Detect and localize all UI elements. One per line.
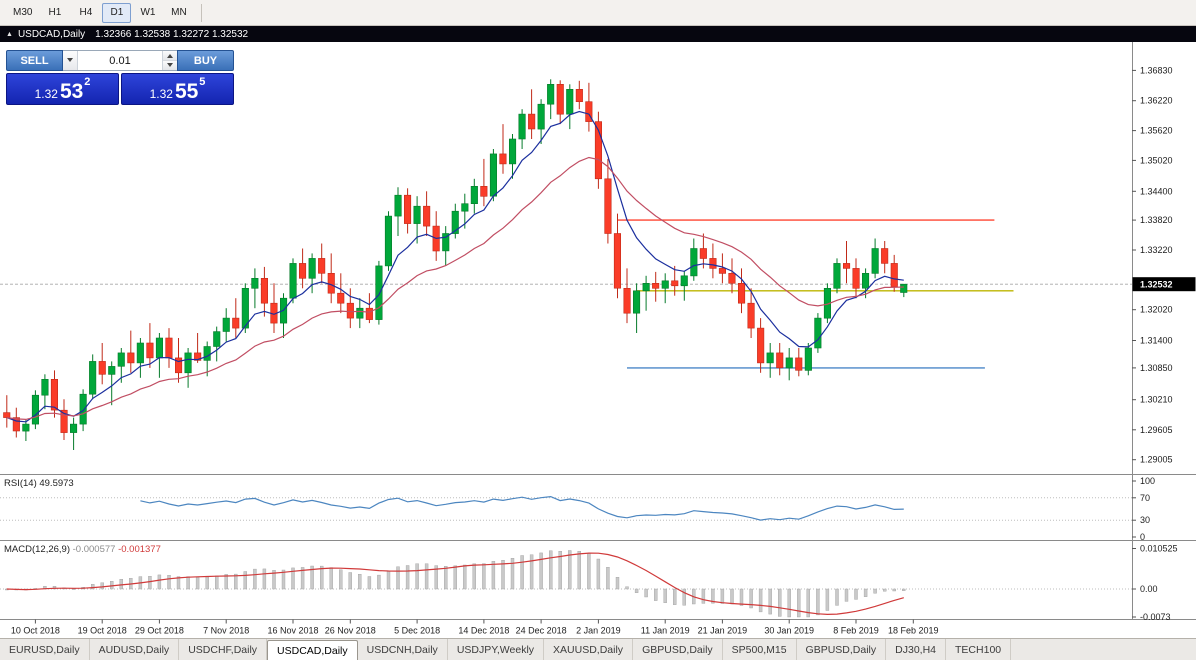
toolbar-separator <box>201 3 203 22</box>
tab-usdjpy-weekly[interactable]: USDJPY,Weekly <box>448 639 545 660</box>
sell-price-figure: 1.32 <box>34 87 58 101</box>
chart-titlebar[interactable]: ▲ USDCAD,Daily 1.32366 1.32538 1.32272 1… <box>0 26 1196 42</box>
volume-input[interactable] <box>78 51 162 70</box>
svg-text:1.34400: 1.34400 <box>1140 186 1173 196</box>
rsi-line <box>140 495 904 521</box>
caret-down-icon <box>67 58 73 65</box>
svg-text:7 Nov 2018: 7 Nov 2018 <box>203 626 249 636</box>
svg-text:1.29605: 1.29605 <box>1140 425 1173 435</box>
candlestick-chart[interactable]: 1.36830 1.36220 1.35620 1.35020 1.34400 1.338… <box>0 42 1196 638</box>
svg-text:29 Oct 2018: 29 Oct 2018 <box>135 626 184 636</box>
chart-tabs: EURUSD,Daily AUDUSD,Daily USDCHF,Daily USDC… <box>0 638 1196 660</box>
svg-text:-0.0073: -0.0073 <box>1140 612 1171 622</box>
volume-up-button[interactable] <box>163 51 177 61</box>
svg-text:0: 0 <box>1140 532 1145 542</box>
date-axis[interactable]: 10 Oct 2018 19 Oct 2018 29 Oct 2018 7 Nov 2… <box>11 619 939 636</box>
svg-text:1.36830: 1.36830 <box>1140 65 1173 75</box>
timeframe-d1[interactable]: D1 <box>102 2 132 23</box>
timeframe-toolbar: M30 H1 H4 D1 W1 MN <box>0 0 1196 26</box>
svg-text:1.32532: 1.32532 <box>1140 280 1173 290</box>
sell-price-fraction: 2 <box>84 76 91 88</box>
svg-text:1.33820: 1.33820 <box>1140 215 1173 225</box>
timeframe-m30[interactable]: M30 <box>7 3 38 23</box>
svg-text:1.35620: 1.35620 <box>1140 126 1173 136</box>
volume-down-button[interactable] <box>163 61 177 70</box>
tab-gbpusd-daily[interactable]: GBPUSD,Daily <box>633 639 723 660</box>
buy-button[interactable]: BUY <box>177 50 234 71</box>
svg-text:100: 100 <box>1140 476 1155 486</box>
svg-text:1.30850: 1.30850 <box>1140 363 1173 373</box>
sell-button[interactable]: SELL <box>6 50 63 71</box>
buy-price-panel[interactable]: 1.32 55 5 <box>121 73 234 105</box>
price-panels: 1.32 53 2 1.32 55 5 <box>6 73 234 105</box>
svg-text:18 Feb 2019: 18 Feb 2019 <box>888 626 939 636</box>
timeframe-mn[interactable]: MN <box>164 3 193 23</box>
order-controls: SELL BUY <box>6 50 234 71</box>
svg-text:8 Feb 2019: 8 Feb 2019 <box>833 626 879 636</box>
current-price-badge <box>1132 277 1196 292</box>
volume-control <box>63 50 177 71</box>
svg-text:1.29005: 1.29005 <box>1140 455 1173 465</box>
svg-text:1.35020: 1.35020 <box>1140 155 1173 165</box>
svg-text:5 Dec 2018: 5 Dec 2018 <box>394 626 440 636</box>
svg-text:1.33220: 1.33220 <box>1140 245 1173 255</box>
tab-dj30-h4[interactable]: DJ30,H4 <box>886 639 947 660</box>
tab-eurusd-daily[interactable]: EURUSD,Daily <box>0 639 90 660</box>
chart-collapse-icon: ▲ <box>6 30 13 38</box>
buy-price-pips: 55 <box>174 80 199 104</box>
timeframe-w1[interactable]: W1 <box>133 3 162 23</box>
svg-text:24 Dec 2018: 24 Dec 2018 <box>516 626 567 636</box>
svg-text:1.32020: 1.32020 <box>1140 305 1173 315</box>
chart-area: 1.36830 1.36220 1.35620 1.35020 1.34400 1.338… <box>0 42 1196 638</box>
svg-text:2 Jan 2019: 2 Jan 2019 <box>576 626 621 636</box>
sell-price-panel[interactable]: 1.32 53 2 <box>6 73 119 105</box>
svg-text:14 Dec 2018: 14 Dec 2018 <box>458 626 509 636</box>
caret-down-icon <box>167 63 173 70</box>
svg-text:0.00: 0.00 <box>1140 584 1158 594</box>
buy-price-fraction: 5 <box>199 76 206 88</box>
macd-signal-line <box>6 552 904 616</box>
timeframe-h4[interactable]: H4 <box>71 3 100 23</box>
svg-text:30 Jan 2019: 30 Jan 2019 <box>764 626 814 636</box>
tab-tech100[interactable]: TECH100 <box>946 639 1012 660</box>
buy-price-figure: 1.32 <box>149 87 173 101</box>
tab-audusd-daily[interactable]: AUDUSD,Daily <box>90 639 180 660</box>
ma-slow-line <box>6 156 904 421</box>
svg-text:10 Oct 2018: 10 Oct 2018 <box>11 626 60 636</box>
svg-text:1.30210: 1.30210 <box>1140 395 1173 405</box>
caret-up-icon <box>167 51 173 58</box>
ma-fast-line <box>6 110 904 423</box>
svg-text:16 Nov 2018: 16 Nov 2018 <box>267 626 318 636</box>
svg-text:70: 70 <box>1140 493 1150 503</box>
chart-title: USDCAD,Daily <box>17 28 86 40</box>
svg-text:0.010525: 0.010525 <box>1140 544 1178 554</box>
svg-text:1.36220: 1.36220 <box>1140 96 1173 106</box>
chart-ohlc-values: 1.32366 1.32538 1.32272 1.32532 <box>95 28 249 40</box>
tab-gbpusd-daily[interactable]: GBPUSD,Daily <box>797 639 887 660</box>
tab-xauusd-daily[interactable]: XAUUSD,Daily <box>544 639 634 660</box>
volume-dropdown-button[interactable] <box>63 51 78 70</box>
volume-spinner <box>162 51 177 70</box>
tab-usdchf-daily[interactable]: USDCHF,Daily <box>179 639 268 660</box>
tab-usdcnh-daily[interactable]: USDCNH,Daily <box>358 639 448 660</box>
rsi-label: RSI(14) 49.5973 <box>4 478 74 489</box>
tab-sp500-m15[interactable]: SP500,M15 <box>723 639 797 660</box>
svg-text:30: 30 <box>1140 515 1150 525</box>
price-axis[interactable]: 1.36830 1.36220 1.35620 1.35020 1.34400 1.338… <box>1132 65 1196 465</box>
candles-layer[interactable] <box>3 79 908 450</box>
svg-text:26 Nov 2018: 26 Nov 2018 <box>325 626 376 636</box>
svg-text:19 Oct 2018: 19 Oct 2018 <box>78 626 127 636</box>
svg-text:21 Jan 2019: 21 Jan 2019 <box>698 626 748 636</box>
svg-text:1.31400: 1.31400 <box>1140 336 1173 346</box>
macd-label: MACD(12,26,9) -0.000577 -0.001377 <box>4 544 161 555</box>
timeframe-h1[interactable]: H1 <box>40 3 69 23</box>
tab-usdcad-daily[interactable]: USDCAD,Daily <box>267 640 358 660</box>
macd-histogram <box>5 550 906 618</box>
sell-price-pips: 53 <box>59 80 84 104</box>
svg-text:11 Jan 2019: 11 Jan 2019 <box>641 626 690 636</box>
